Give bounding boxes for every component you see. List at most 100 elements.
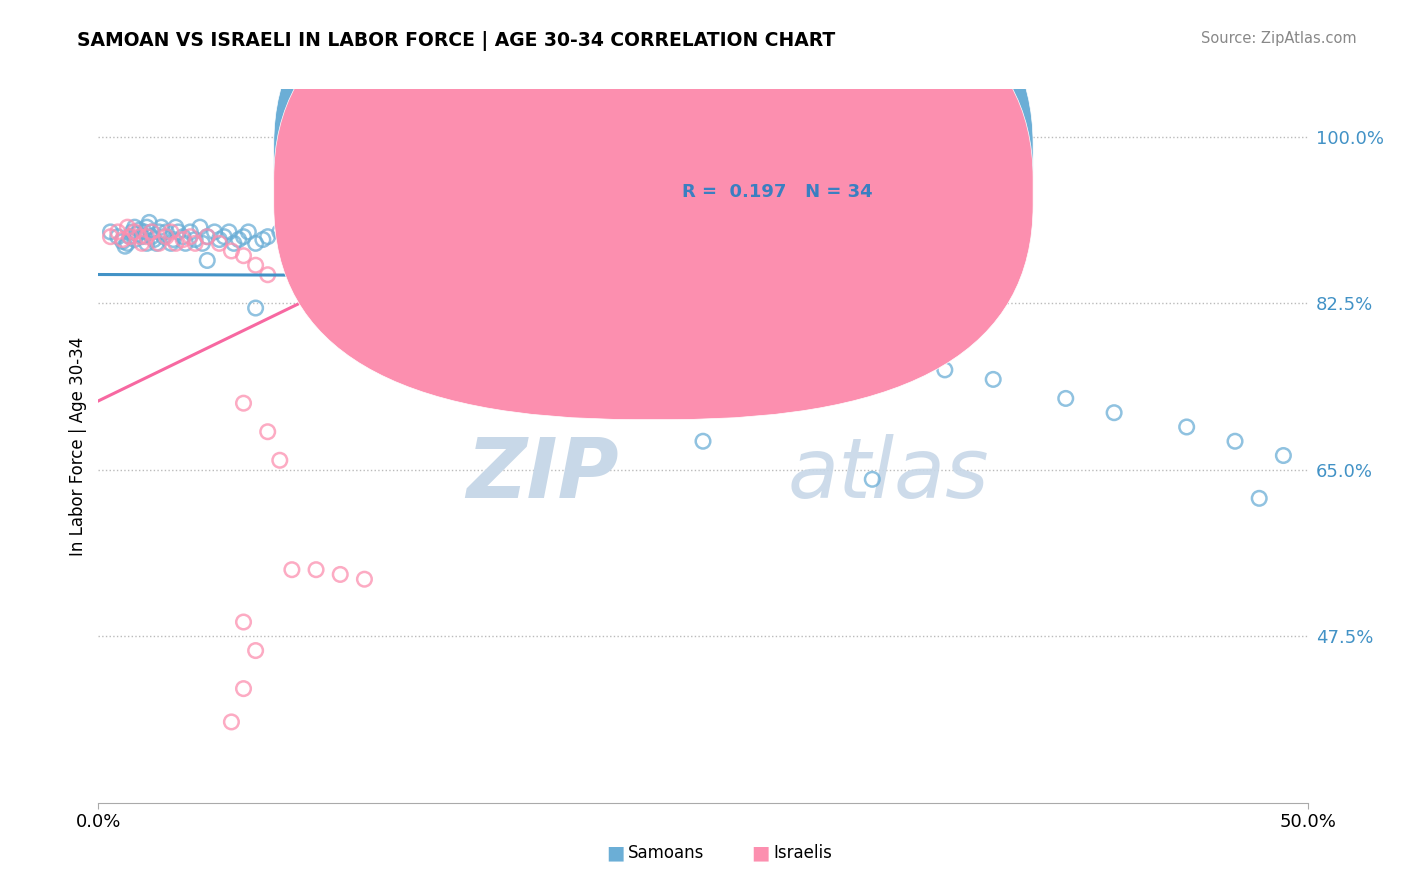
- Point: [269, 225, 291, 239]
- FancyBboxPatch shape: [624, 136, 890, 221]
- Point: [208, 236, 231, 251]
- Point: [195, 253, 218, 268]
- Point: [269, 453, 291, 467]
- Text: ■: ■: [606, 843, 624, 863]
- Point: [114, 239, 136, 253]
- Point: [292, 233, 315, 247]
- Point: [571, 286, 593, 301]
- Point: [377, 249, 399, 263]
- Point: [179, 225, 201, 239]
- Point: [160, 225, 183, 239]
- Point: [218, 225, 240, 239]
- Point: [1175, 420, 1198, 434]
- Point: [131, 229, 153, 244]
- Point: [134, 225, 156, 239]
- Point: [128, 229, 150, 244]
- Point: [221, 244, 243, 258]
- Text: R =  -0.014   N = 85: R = -0.014 N = 85: [682, 149, 880, 167]
- Point: [1249, 491, 1271, 506]
- Point: [353, 572, 375, 586]
- Point: [221, 714, 243, 729]
- Point: [121, 225, 143, 239]
- Point: [117, 236, 139, 251]
- Point: [450, 263, 472, 277]
- Point: [165, 236, 187, 251]
- Point: [107, 229, 129, 244]
- Point: [111, 233, 134, 247]
- Point: [1054, 392, 1077, 406]
- Point: [184, 236, 207, 251]
- Point: [498, 272, 520, 286]
- Point: [150, 220, 173, 235]
- Point: [191, 236, 214, 251]
- Point: [228, 233, 250, 247]
- Point: [195, 229, 218, 244]
- Point: [716, 320, 738, 334]
- Point: [100, 229, 122, 244]
- Point: [860, 349, 883, 363]
- Point: [981, 372, 1004, 386]
- Point: [107, 225, 129, 239]
- Point: [172, 229, 194, 244]
- Point: [305, 229, 328, 244]
- Point: [256, 268, 278, 282]
- Point: [124, 233, 146, 247]
- Point: [329, 567, 352, 582]
- Point: [124, 225, 146, 239]
- Text: R =  0.197   N = 34: R = 0.197 N = 34: [682, 183, 873, 201]
- Point: [179, 229, 201, 244]
- Point: [148, 236, 170, 251]
- Point: [316, 236, 339, 251]
- Point: [256, 229, 278, 244]
- Point: [131, 236, 153, 251]
- Point: [155, 229, 177, 244]
- Point: [523, 368, 546, 382]
- Point: [668, 310, 690, 325]
- Point: [256, 425, 278, 439]
- Point: [141, 225, 163, 239]
- Point: [100, 225, 122, 239]
- Point: [238, 225, 260, 239]
- Point: [402, 253, 425, 268]
- Point: [160, 236, 183, 251]
- Point: [245, 301, 267, 315]
- Point: [474, 268, 496, 282]
- Point: [245, 643, 267, 657]
- Point: [316, 282, 339, 296]
- Point: [124, 220, 146, 235]
- Point: [165, 220, 187, 235]
- Point: [188, 220, 211, 235]
- Point: [232, 229, 254, 244]
- Point: [127, 227, 149, 241]
- Point: [141, 225, 163, 239]
- Point: [547, 282, 569, 296]
- Point: [366, 245, 388, 260]
- FancyBboxPatch shape: [274, 0, 1033, 419]
- Point: [934, 363, 956, 377]
- Point: [138, 215, 160, 229]
- Point: [212, 229, 235, 244]
- Y-axis label: In Labor Force | Age 30-34: In Labor Force | Age 30-34: [69, 336, 87, 556]
- Point: [245, 236, 267, 251]
- Point: [208, 233, 231, 247]
- Point: [510, 274, 533, 288]
- Point: [1102, 406, 1125, 420]
- Point: [117, 220, 139, 235]
- Point: [111, 235, 134, 249]
- Point: [143, 233, 166, 247]
- Point: [595, 293, 617, 308]
- Point: [1272, 449, 1295, 463]
- Point: [155, 225, 177, 239]
- Point: [692, 434, 714, 449]
- Text: atlas: atlas: [787, 434, 990, 515]
- Point: [232, 396, 254, 410]
- Point: [281, 563, 304, 577]
- Point: [141, 229, 163, 244]
- Point: [135, 220, 157, 235]
- Point: [232, 249, 254, 263]
- Point: [172, 233, 194, 247]
- Point: [860, 472, 883, 486]
- Point: [389, 252, 412, 266]
- Point: [305, 563, 328, 577]
- Point: [426, 258, 449, 272]
